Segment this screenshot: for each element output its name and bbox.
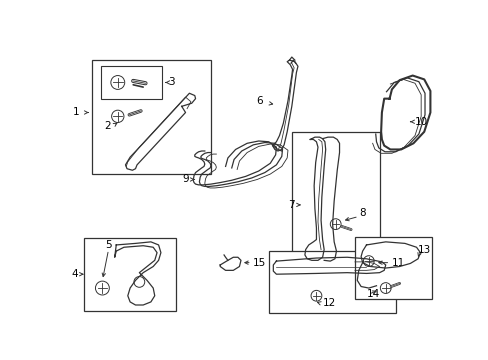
- Text: 4: 4: [71, 269, 78, 279]
- Text: 6: 6: [255, 96, 262, 106]
- Bar: [91, 60, 210, 174]
- Text: 9: 9: [183, 175, 189, 184]
- Text: 14: 14: [366, 289, 379, 299]
- Text: 15: 15: [253, 258, 266, 267]
- Text: 11: 11: [391, 258, 405, 267]
- Bar: [101, 66, 162, 99]
- Text: 10: 10: [414, 117, 427, 127]
- Text: 1: 1: [73, 108, 79, 117]
- Text: 7: 7: [287, 200, 294, 210]
- Bar: [291, 132, 380, 266]
- Text: 2: 2: [104, 121, 111, 131]
- Text: 13: 13: [417, 244, 430, 255]
- Text: 8: 8: [358, 208, 365, 217]
- Text: 3: 3: [167, 77, 174, 87]
- Text: 12: 12: [322, 298, 335, 309]
- Bar: [84, 238, 176, 311]
- Bar: [268, 251, 395, 313]
- Bar: [354, 237, 431, 299]
- Text: 5: 5: [105, 240, 112, 250]
